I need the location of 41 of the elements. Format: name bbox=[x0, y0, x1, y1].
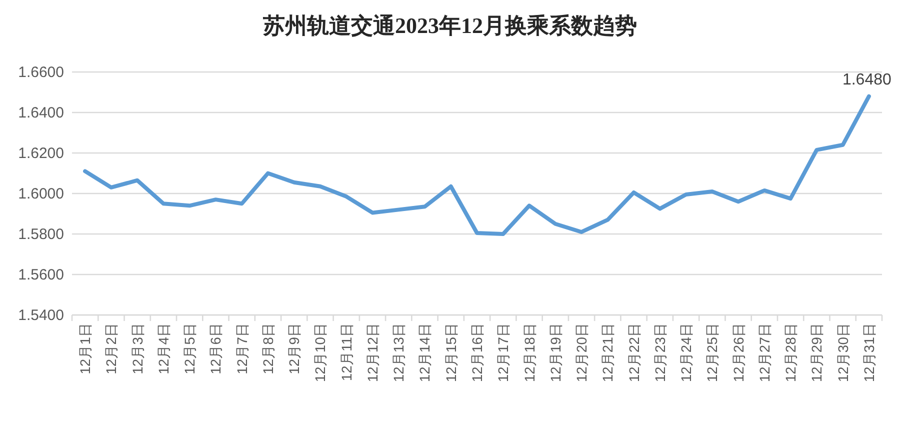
x-tick-label: 12月27日 bbox=[756, 323, 772, 382]
x-tick-label: 12月30日 bbox=[834, 323, 851, 382]
data-label: 1.6480 bbox=[842, 71, 892, 88]
line-series bbox=[83, 94, 871, 236]
x-tick-label: 12月8日 bbox=[260, 323, 276, 374]
y-tick-label: 1.6200 bbox=[18, 145, 64, 162]
y-tick-label: 1.6600 bbox=[18, 64, 64, 81]
x-tick-label: 12月15日 bbox=[442, 323, 459, 382]
x-tick-label: 12月2日 bbox=[103, 323, 120, 374]
y-tick-label: 1.5600 bbox=[18, 266, 64, 284]
x-tick-label: 12月31日 bbox=[860, 323, 877, 382]
x-tick-label: 12月26日 bbox=[730, 323, 746, 382]
x-tick-label: 12月3日 bbox=[129, 323, 146, 374]
x-tick-label: 12月21日 bbox=[600, 323, 616, 382]
x-tick-label: 12月24日 bbox=[678, 323, 694, 382]
y-tick-label: 1.6000 bbox=[18, 186, 64, 202]
x-tick-label: 12月12日 bbox=[364, 323, 380, 382]
x-tick-label: 12月14日 bbox=[416, 323, 433, 382]
x-tick-label: 12月6日 bbox=[208, 323, 224, 374]
x-tick-label: 12月17日 bbox=[495, 323, 512, 382]
x-tick-label: 12月11日 bbox=[338, 323, 354, 382]
x-tick-label: 12月4日 bbox=[155, 323, 172, 374]
x-tick-label: 12月29日 bbox=[808, 323, 825, 382]
x-tick-label: 12月25日 bbox=[704, 323, 720, 382]
x-tick-label: 12月19日 bbox=[547, 323, 564, 382]
x-tick-label: 12月7日 bbox=[234, 323, 250, 374]
x-tick-label: 12月10日 bbox=[312, 323, 328, 382]
x-tick-label: 12月16日 bbox=[469, 323, 485, 382]
x-tick-label: 12月13日 bbox=[390, 323, 407, 382]
x-tick-label: 12月23日 bbox=[652, 323, 668, 382]
x-tick-label: 12月18日 bbox=[521, 323, 538, 382]
x-tick-label: 12月22日 bbox=[626, 323, 642, 382]
x-tick-label: 12月20日 bbox=[574, 323, 590, 382]
y-tick-label: 1.5800 bbox=[18, 226, 64, 243]
x-tick-label: 12月5日 bbox=[182, 323, 198, 374]
chart-title: 苏州轨道交通2023年12月换乘系数趋势 bbox=[262, 13, 637, 38]
x-tick-label: 12月9日 bbox=[286, 323, 302, 374]
y-tick-label: 1.5400 bbox=[18, 307, 64, 324]
y-tick-label: 1.6400 bbox=[18, 104, 64, 122]
x-tick-label: 12月1日 bbox=[77, 323, 94, 374]
x-tick-label: 12月28日 bbox=[782, 323, 799, 382]
